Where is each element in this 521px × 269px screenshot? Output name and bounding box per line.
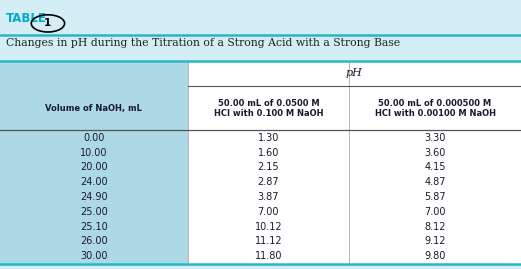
Text: 2.15: 2.15 [257,162,279,172]
Text: 0.00: 0.00 [83,133,105,143]
Text: 50.00 mL of 0.0500 M
HCl with 0.100 M NaOH: 50.00 mL of 0.0500 M HCl with 0.100 M Na… [214,98,323,118]
Text: 10.00: 10.00 [80,148,107,158]
Text: 4.87: 4.87 [424,177,446,187]
Text: TABLE: TABLE [6,12,47,25]
Text: 3.30: 3.30 [424,133,446,143]
Text: 30.00: 30.00 [80,251,107,261]
Text: 9.12: 9.12 [424,236,446,246]
Text: Changes in pH during the Titration of a Strong Acid with a Strong Base: Changes in pH during the Titration of a … [6,38,400,48]
Text: 4.15: 4.15 [424,162,446,172]
Text: 8.12: 8.12 [424,222,446,232]
Text: 25.10: 25.10 [80,222,108,232]
Text: 2.87: 2.87 [257,177,279,187]
Text: 10.12: 10.12 [254,222,282,232]
Text: Volume of NaOH, mL: Volume of NaOH, mL [45,104,142,113]
Text: 3.60: 3.60 [424,148,446,158]
Text: 3.87: 3.87 [257,192,279,202]
Text: 5.87: 5.87 [424,192,446,202]
Text: 24.00: 24.00 [80,177,108,187]
Text: 25.00: 25.00 [80,207,108,217]
Text: 1.30: 1.30 [257,133,279,143]
Text: 50.00 mL of 0.000500 M
HCl with 0.00100 M NaOH: 50.00 mL of 0.000500 M HCl with 0.00100 … [375,98,495,118]
Text: 20.00: 20.00 [80,162,108,172]
Text: 7.00: 7.00 [424,207,446,217]
Text: 11.80: 11.80 [255,251,282,261]
FancyBboxPatch shape [188,61,521,264]
Text: 1: 1 [44,18,52,29]
Text: 24.90: 24.90 [80,192,108,202]
Text: 7.00: 7.00 [257,207,279,217]
Text: 26.00: 26.00 [80,236,108,246]
Text: pH: pH [346,68,363,78]
Text: 11.12: 11.12 [254,236,282,246]
FancyBboxPatch shape [0,61,521,264]
Text: 9.80: 9.80 [424,251,446,261]
Text: 1.60: 1.60 [257,148,279,158]
